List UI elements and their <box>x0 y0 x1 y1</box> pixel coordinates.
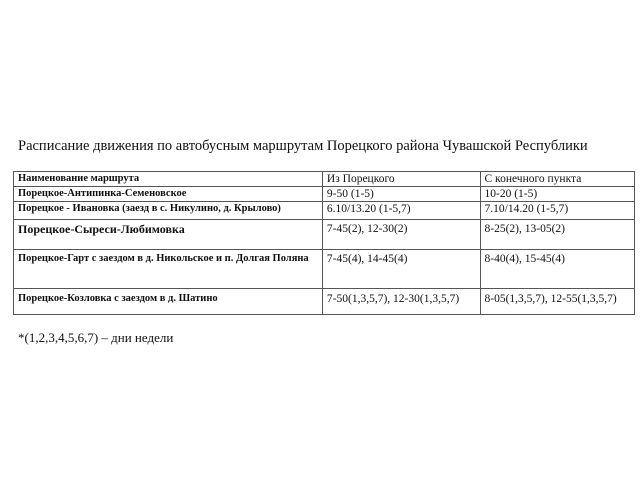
route-name: Порецкое-Козловка с заездом в д. Шатино <box>13 288 323 315</box>
departure-to: 7.10/14.20 (1-5,7) <box>479 201 636 220</box>
route-name: Порецкое-Антипинка-Семеновское <box>13 186 323 202</box>
header-from-terminal: С конечного пункта <box>479 171 636 187</box>
route-name: Порецкое-Сыреси-Любимовка <box>13 219 323 250</box>
header-route-name: Наименование маршрута <box>13 171 323 187</box>
departure-from: 7-45(2), 12-30(2) <box>321 219 481 250</box>
departure-to: 8-40(4), 15-45(4) <box>479 249 636 289</box>
departure-from: 6.10/13.20 (1-5,7) <box>321 201 481 220</box>
document-title: Расписание движения по автобусным маршру… <box>18 138 588 154</box>
header-from-poretskoe: Из Порецкого <box>321 171 481 187</box>
table-row: Порецкое-Козловка с заездом в д. Шатино … <box>13 288 636 315</box>
departure-to: 10-20 (1-5) <box>479 186 636 202</box>
table-row: Порецкое-Антипинка-Семеновское 9-50 (1-5… <box>13 186 636 202</box>
schedule-table: Наименование маршрута Из Порецкого С кон… <box>13 171 636 315</box>
table-row: Порецкое-Сыреси-Любимовка 7-45(2), 12-30… <box>13 219 636 250</box>
table-row: Порецкое - Ивановка (заезд в с. Никулино… <box>13 201 636 220</box>
departure-from: 9-50 (1-5) <box>321 186 481 202</box>
table-header-row: Наименование маршрута Из Порецкого С кон… <box>13 171 636 187</box>
route-name: Порецкое-Гарт с заездом в д. Никольское … <box>13 249 323 289</box>
table-row: Порецкое-Гарт с заездом в д. Никольское … <box>13 249 636 289</box>
departure-to: 8-25(2), 13-05(2) <box>479 219 636 250</box>
footnote: *(1,2,3,4,5,6,7) – дни недели <box>18 330 174 345</box>
departure-from: 7-50(1,3,5,7), 12-30(1,3,5,7) <box>321 288 481 315</box>
departure-to: 8-05(1,3,5,7), 12-55(1,3,5,7) <box>479 288 636 315</box>
departure-from: 7-45(4), 14-45(4) <box>321 249 481 289</box>
route-name: Порецкое - Ивановка (заезд в с. Никулино… <box>13 201 323 220</box>
